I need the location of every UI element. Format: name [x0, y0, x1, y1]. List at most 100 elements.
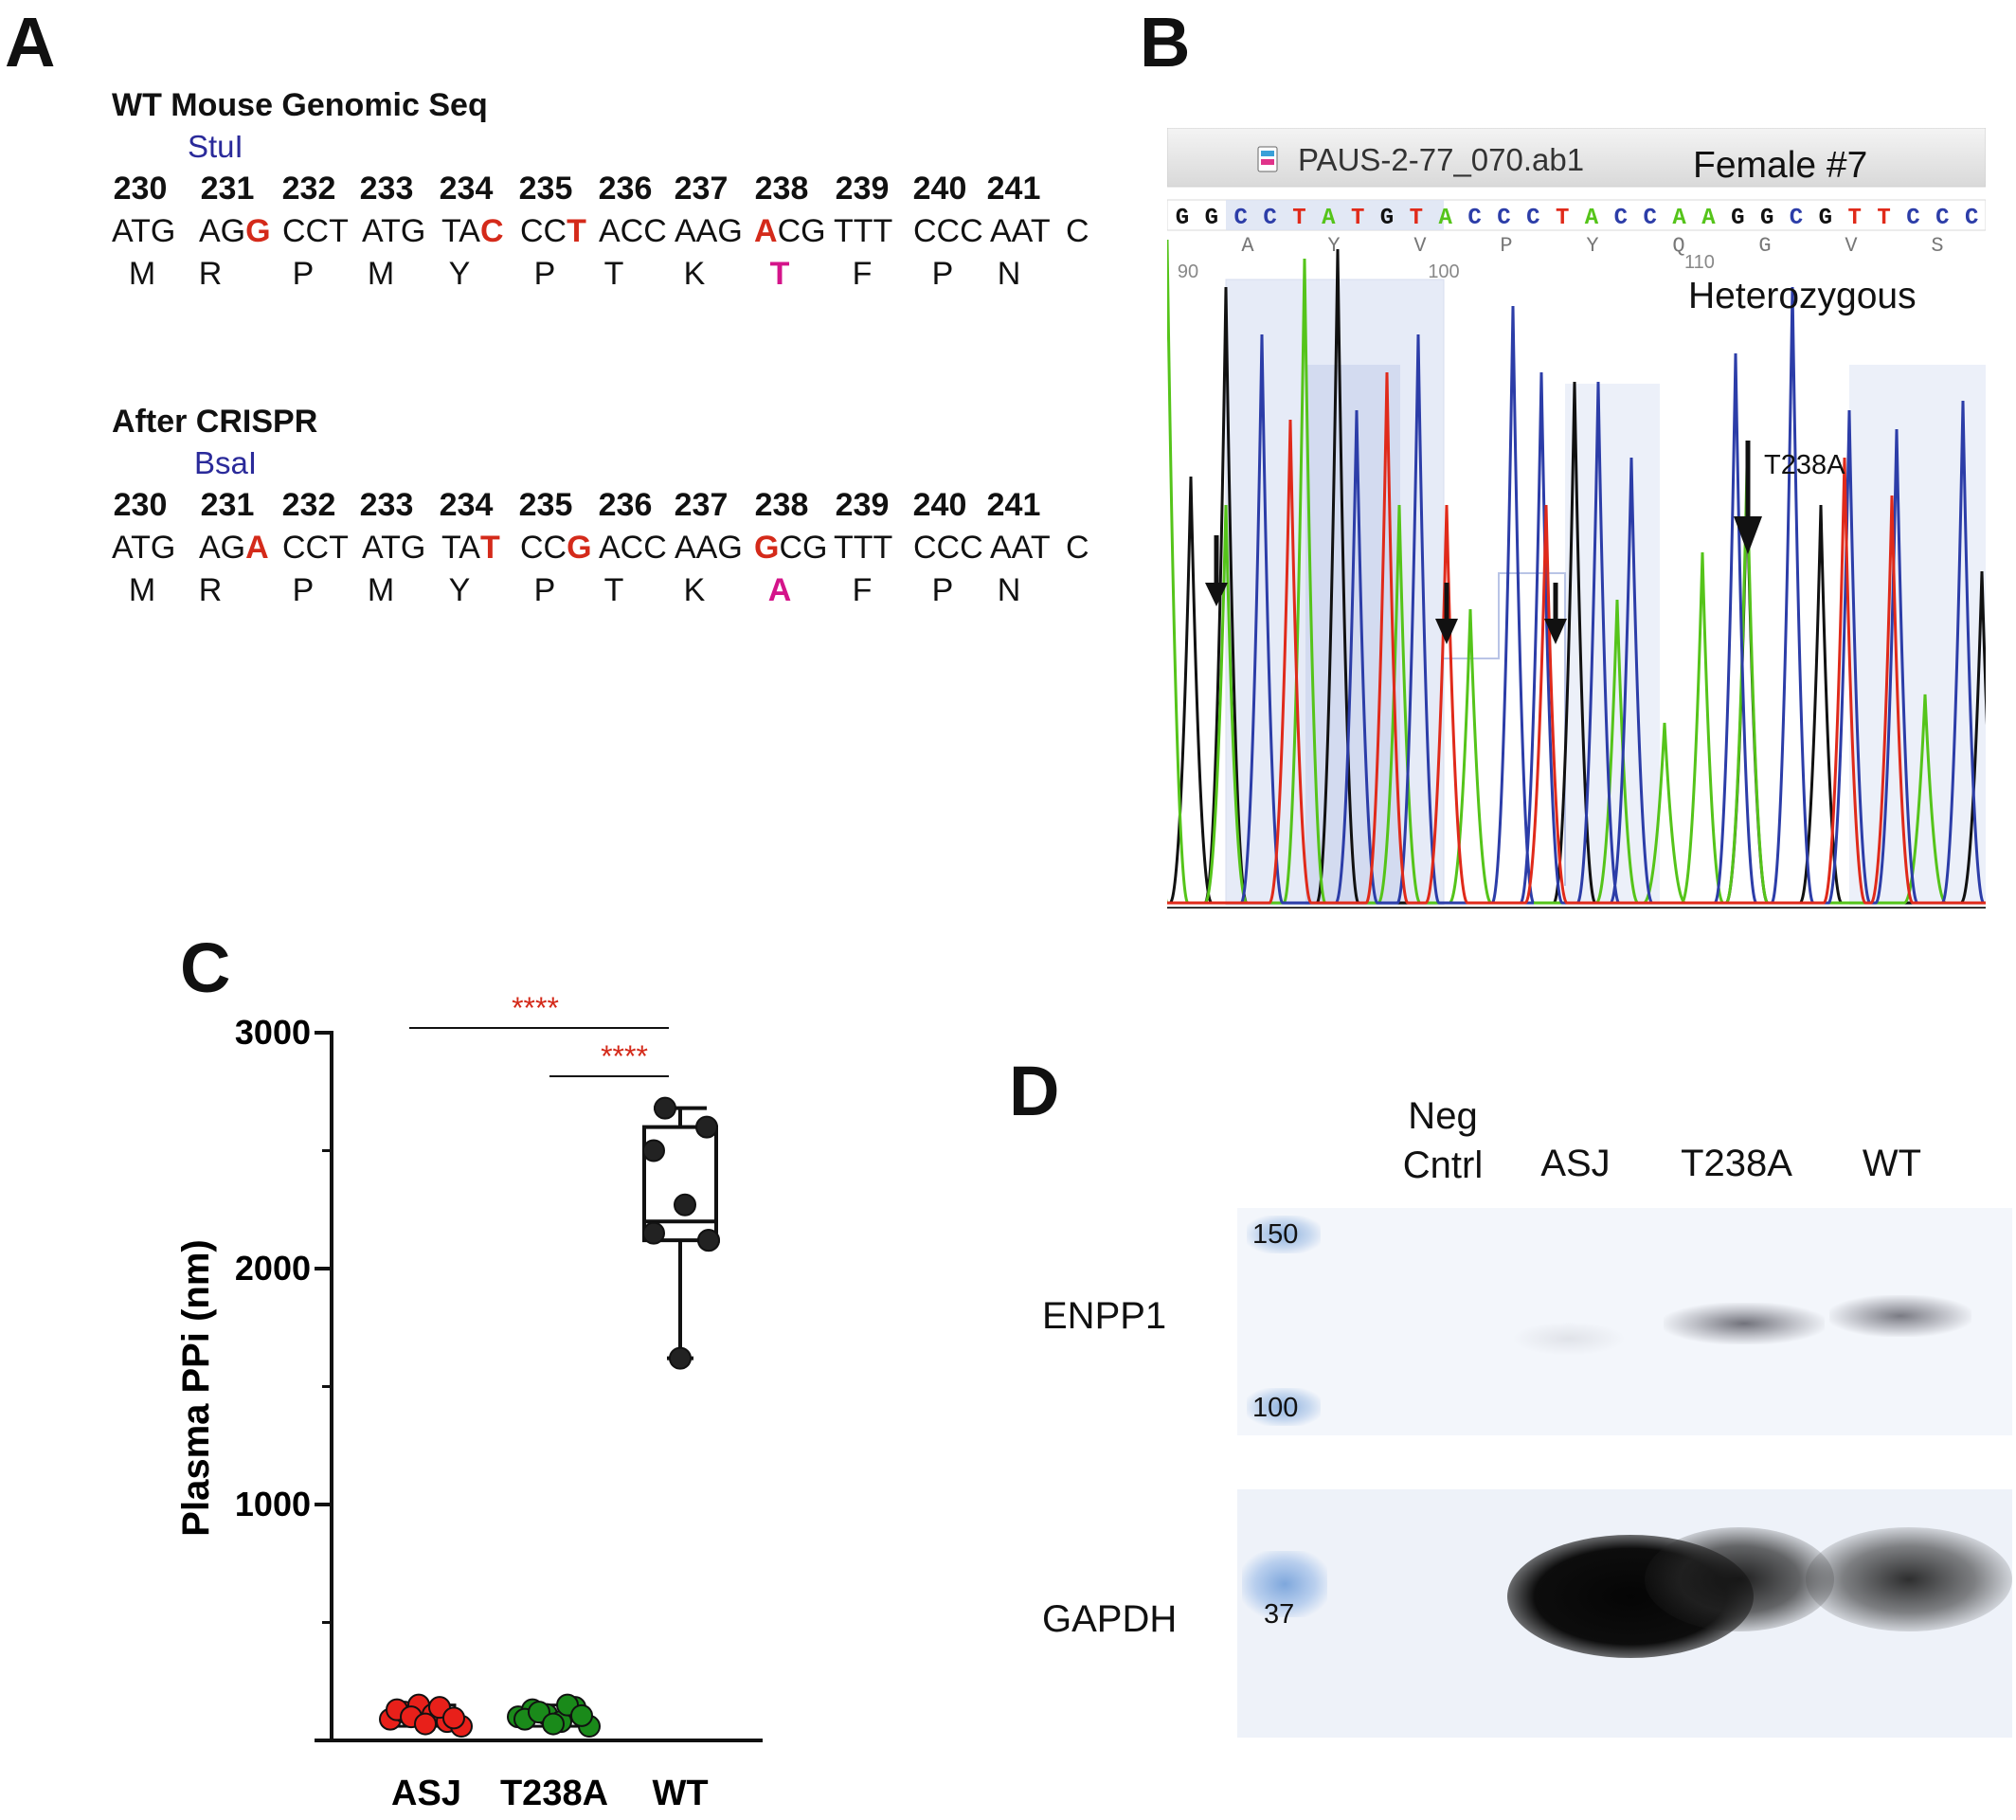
- base-call: C: [1526, 206, 1539, 231]
- enpp1-label: ENPP1: [1042, 1295, 1167, 1337]
- lane-label: Neg: [1408, 1095, 1478, 1137]
- amino-acid: R: [198, 256, 223, 292]
- codon-number: 241: [986, 487, 1041, 523]
- lane-label: WT: [1862, 1143, 1922, 1184]
- translated-aa: V: [1413, 234, 1427, 258]
- amino-acid: M: [367, 256, 395, 292]
- translated-aa: Y: [1586, 234, 1598, 258]
- trace-green: [1167, 239, 1986, 905]
- data-points: [379, 1096, 720, 1739]
- base-call: C: [1234, 206, 1248, 231]
- codon: AAG: [675, 213, 743, 249]
- codon: ATG: [362, 530, 426, 566]
- marker-150-band: [1247, 1216, 1321, 1253]
- marker-100-band: [1247, 1388, 1321, 1426]
- translated-aa: V: [1845, 234, 1858, 258]
- mutation-arrow-2: [1435, 583, 1458, 644]
- enpp1-band-asj: [1512, 1322, 1626, 1356]
- base-call: C: [1965, 206, 1978, 231]
- enpp1-blot: [1237, 1208, 2012, 1435]
- codon: ATG: [362, 213, 426, 249]
- base-call: C: [1263, 206, 1276, 231]
- codon-number: 240: [912, 171, 967, 207]
- amino-acid: R: [198, 572, 223, 608]
- crispr-enzyme-site: BsaI: [194, 445, 258, 480]
- chart-axes: 1000 2000 3000 ASJ T238A WT: [235, 1013, 763, 1813]
- gapdh-band-wt: [1806, 1527, 2012, 1631]
- sample-label: Female #7: [1693, 145, 1867, 186]
- data-point: [642, 1221, 665, 1245]
- codon-number: 231: [200, 171, 255, 207]
- enpp1-band-wt: [1829, 1295, 1971, 1337]
- significance-label: ****: [601, 1039, 648, 1073]
- base-call: G: [1760, 206, 1773, 231]
- codon-number: 239: [835, 171, 890, 207]
- genotype-label: Heterozygous: [1688, 276, 1917, 316]
- amino-acid: K: [683, 256, 706, 292]
- codon: TAT: [441, 530, 500, 566]
- data-point: [642, 1139, 665, 1162]
- significance-bars: **** ****: [409, 991, 669, 1077]
- marker-150: 150: [1252, 1219, 1299, 1250]
- base-call: G: [1819, 206, 1832, 231]
- amino-acid: K: [683, 572, 706, 608]
- amino-acid: N: [997, 572, 1021, 608]
- amino-acid: Y: [448, 572, 471, 608]
- codon-number: 233: [359, 171, 414, 207]
- data-point: [654, 1096, 676, 1120]
- codon: AGA: [199, 530, 269, 566]
- codon: AGG: [199, 213, 271, 249]
- codon-number: 232: [281, 171, 336, 207]
- codon-number: 241: [986, 171, 1041, 207]
- amino-acid: M: [128, 256, 156, 292]
- position-tick: 110: [1684, 252, 1715, 273]
- codon-number: 240: [912, 487, 967, 523]
- data-point: [542, 1712, 565, 1736]
- base-call: G: [1176, 206, 1189, 231]
- base-call: C: [1906, 206, 1919, 231]
- amino-acid: M: [367, 572, 395, 608]
- t238a-label: T238A: [1764, 450, 1845, 480]
- codon: CCT: [282, 530, 349, 566]
- mutation-arrow-3: [1544, 583, 1567, 644]
- data-point: [414, 1712, 437, 1736]
- base-call: C: [1644, 206, 1657, 231]
- marker-37: 37: [1264, 1599, 1295, 1630]
- gapdh-blot: [1237, 1489, 2012, 1738]
- codon-number: 238: [754, 171, 809, 207]
- codon-number: 234: [439, 487, 494, 523]
- translated-aa: Q: [1672, 234, 1684, 258]
- marker-37-band: [1242, 1551, 1327, 1617]
- position-ticks: 90 100 110: [1178, 252, 1715, 282]
- amino-acid: P: [292, 572, 315, 608]
- y-tick-label: 3000: [235, 1013, 311, 1052]
- base-call: T: [1848, 206, 1862, 231]
- base-call: G: [1205, 206, 1218, 231]
- position-tick: 90: [1178, 261, 1198, 282]
- wt-sequence-title: WT Mouse Genomic Seq: [112, 87, 488, 123]
- mutation-arrow-1: [1205, 535, 1228, 606]
- ppi-chart: 1000 2000 3000 ASJ T238A WT **** **** Plasma P…: [175, 991, 763, 1813]
- codon-number: 238: [754, 487, 809, 523]
- base-call: C: [1614, 206, 1628, 231]
- y-axis-label: Plasma PPi (nm): [175, 1239, 217, 1536]
- base-call: C: [1497, 206, 1510, 231]
- x-category-label: ASJ: [391, 1774, 461, 1813]
- codon: ATG: [112, 530, 176, 566]
- codon-number: 237: [674, 487, 729, 523]
- gapdh-label: GAPDH: [1042, 1598, 1178, 1640]
- data-point: [570, 1703, 593, 1727]
- wt-boxplot: [396, 1106, 718, 1728]
- amino-acid: P: [931, 572, 954, 608]
- amino-acid: Y: [448, 256, 471, 292]
- translated-aa: S: [1931, 234, 1943, 258]
- codon: CCC: [913, 530, 983, 566]
- base-call: G: [1380, 206, 1394, 231]
- y-tick-label: 2000: [235, 1249, 311, 1288]
- codon-number: 239: [835, 487, 890, 523]
- amino-acid: P: [533, 256, 556, 292]
- lane-label: T238A: [1681, 1143, 1792, 1184]
- codon-number: 235: [518, 171, 573, 207]
